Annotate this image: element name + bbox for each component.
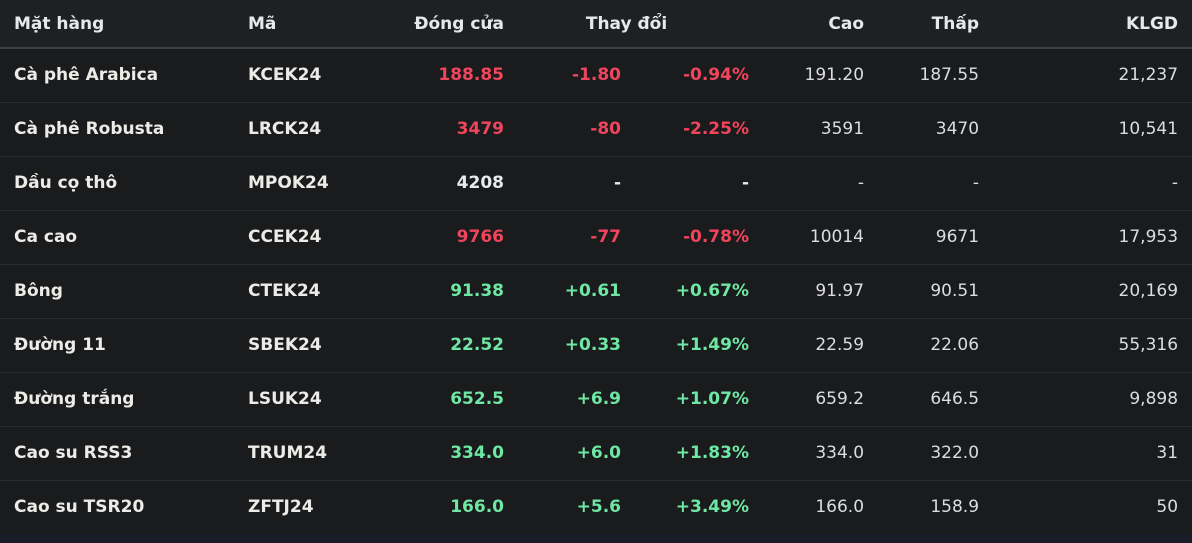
header-volume: KLGD <box>979 0 1192 49</box>
cell-low: 90.51 <box>864 263 980 318</box>
table-body: Cà phê Arabica KCEK24 188.85 -1.80 -0.94% 191… <box>0 48 1192 534</box>
cell-low: 3470 <box>864 101 980 156</box>
header-high: Cao <box>749 0 865 49</box>
cell-commodity: Ca cao <box>0 209 234 264</box>
cell-change: +0.33 <box>504 317 621 372</box>
cell-close: 334.0 <box>400 425 504 480</box>
cell-commodity: Cao su RSS3 <box>0 425 234 480</box>
cell-commodity: Dầu cọ thô <box>0 155 234 210</box>
cell-low: - <box>864 155 980 210</box>
cell-change: -80 <box>504 101 621 156</box>
cell-change: +6.0 <box>504 425 621 480</box>
cell-low: 646.5 <box>864 371 980 426</box>
cell-volume: 17,953 <box>979 209 1192 264</box>
cell-change: +5.6 <box>504 479 621 534</box>
cell-change: +6.9 <box>504 371 621 426</box>
cell-code: SBEK24 <box>234 317 400 372</box>
cell-close: 166.0 <box>400 479 504 534</box>
cell-high: 191.20 <box>804 65 865 86</box>
cell-high: 91.97 <box>749 263 865 318</box>
cell-volume: 10,541 <box>979 101 1192 156</box>
cell-code: ZFTJ24 <box>234 479 400 534</box>
cell-volume: 21,237 <box>1118 65 1179 86</box>
cell-change-pct: - <box>621 155 750 210</box>
cell-change-pct: +1.83% <box>621 425 750 480</box>
table-row[interactable]: Cà phê Arabica KCEK24 188.85 -1.80 -0.94% 191… <box>0 48 1192 102</box>
cell-volume: 9,898 <box>979 371 1192 426</box>
cell-change: -1.80 <box>572 65 621 86</box>
cell-high: 10014 <box>749 209 865 264</box>
cell-change: - <box>504 155 621 210</box>
cell-change-pct: +0.67% <box>621 263 750 318</box>
cell-code: KCEK24 <box>248 65 322 86</box>
table-row[interactable]: Đường trắng LSUK24 652.5 +6.9 +1.07% 659.2 646… <box>0 371 1192 426</box>
cell-commodity: Cà phê Arabica <box>14 65 159 86</box>
cell-change-pct: -0.78% <box>621 209 750 264</box>
table-row[interactable]: Cà phê Robusta LRCK24 3479 -80 -2.25% 3591 347… <box>0 101 1192 156</box>
cell-close: 3479 <box>400 101 504 156</box>
cell-close: 9766 <box>400 209 504 264</box>
cell-high: 22.59 <box>749 317 865 372</box>
cell-code: LSUK24 <box>234 371 400 426</box>
cell-code: CTEK24 <box>234 263 400 318</box>
cell-code: CCEK24 <box>234 209 400 264</box>
cell-close: 4208 <box>400 155 504 210</box>
cell-high: 659.2 <box>749 371 865 426</box>
header-row: Mặt hàng Mã Đóng cửa Thay đổi Cao Thấp K… <box>0 0 1192 49</box>
header-close: Đóng cửa <box>400 0 504 49</box>
cell-low: 9671 <box>864 209 980 264</box>
cell-close: 22.52 <box>400 317 504 372</box>
table-header: Mặt hàng Mã Đóng cửa Thay đổi Cao Thấp K… <box>0 0 1192 49</box>
cell-close: 188.85 <box>438 65 504 86</box>
table-row[interactable]: Cao su TSR20 ZFTJ24 166.0 +5.6 +3.49% 166.0 15… <box>0 479 1192 534</box>
cell-volume: 31 <box>979 425 1192 480</box>
cell-volume: 50 <box>979 479 1192 534</box>
cell-low: 158.9 <box>864 479 980 534</box>
cell-code: LRCK24 <box>234 101 400 156</box>
cell-change-pct: +3.49% <box>621 479 750 534</box>
cell-low: 187.55 <box>919 65 980 86</box>
cell-low: 22.06 <box>864 317 980 372</box>
cell-high: 3591 <box>749 101 865 156</box>
cell-change-pct: -0.94% <box>682 65 750 86</box>
header-low: Thấp <box>864 0 980 49</box>
cell-commodity: Đường trắng <box>0 371 234 426</box>
cell-commodity: Bông <box>0 263 234 318</box>
cell-close: 91.38 <box>400 263 504 318</box>
cell-change: -77 <box>504 209 621 264</box>
cell-low: 322.0 <box>864 425 980 480</box>
cell-volume: 20,169 <box>979 263 1192 318</box>
cell-volume: - <box>979 155 1192 210</box>
cell-code: MPOK24 <box>234 155 400 210</box>
cell-close: 652.5 <box>400 371 504 426</box>
header-commodity: Mặt hàng <box>0 0 234 49</box>
table-row[interactable]: Dầu cọ thô MPOK24 4208- - - - - <box>0 155 1192 210</box>
cell-commodity: Cao su TSR20 <box>0 479 234 534</box>
table-row[interactable]: Ca cao CCEK24 9766 -77 -0.78% 10014 9671 17,953 <box>0 209 1192 264</box>
table-row[interactable]: Đường 11 SBEK24 22.52 +0.33 +1.49% 22.59 22.06… <box>0 317 1192 372</box>
table-row[interactable]: Bông CTEK24 91.38 +0.61 +0.67% 91.97 90.51 20,1… <box>0 263 1192 318</box>
cell-commodity: Đường 11 <box>0 317 234 372</box>
cell-change-pct: -2.25% <box>621 101 750 156</box>
cell-volume: 55,316 <box>979 317 1192 372</box>
table-row[interactable]: Cao su RSS3 TRUM24 334.0 +6.0 +1.83% 334.0 322… <box>0 425 1192 480</box>
cell-high: 166.0 <box>749 479 865 534</box>
cell-commodity: Cà phê Robusta <box>0 101 234 156</box>
cell-high: - <box>749 155 865 210</box>
cell-high: 334.0 <box>749 425 865 480</box>
cell-change-pct: +1.49% <box>621 317 750 372</box>
cell-change-pct: +1.07% <box>621 371 750 426</box>
bottom-bar <box>0 534 1192 543</box>
header-code: Mã <box>234 0 400 49</box>
cell-change: +0.61 <box>504 263 621 318</box>
cell-code: TRUM24 <box>234 425 400 480</box>
header-change: Thay đổi <box>504 0 750 49</box>
